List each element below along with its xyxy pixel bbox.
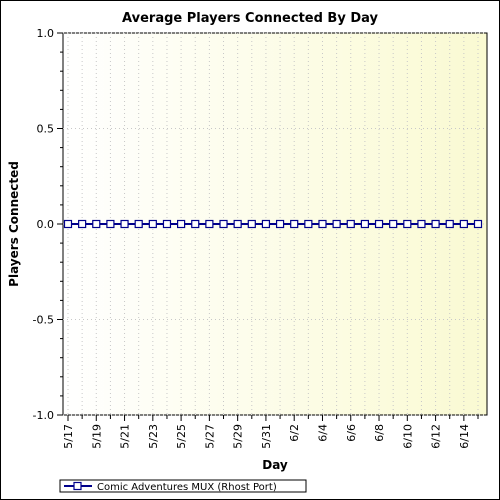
legend-box — [59, 479, 307, 493]
x-tick-label: 6/14 — [458, 424, 471, 449]
x-axis-title: Day — [262, 458, 288, 472]
chart-title: Average Players Connected By Day — [122, 11, 378, 26]
data-point — [360, 219, 369, 229]
data-point — [290, 219, 299, 229]
data-point — [417, 219, 426, 229]
x-tick-label: 5/27 — [203, 424, 216, 449]
data-point — [346, 219, 355, 229]
data-point — [233, 219, 242, 229]
data-point — [473, 219, 483, 229]
data-point — [431, 219, 440, 229]
y-tick-label: 1.0 — [37, 27, 55, 40]
x-tick-label: 5/29 — [232, 424, 245, 449]
x-tick-label: 6/8 — [373, 424, 386, 442]
data-point — [78, 219, 87, 229]
data-point — [219, 219, 228, 229]
data-point — [92, 219, 101, 229]
data-point — [459, 219, 468, 229]
legend-series-marker — [73, 481, 82, 491]
data-point — [304, 219, 313, 229]
data-point — [374, 219, 384, 229]
data-point — [261, 219, 271, 229]
data-point — [162, 219, 172, 229]
data-point — [134, 219, 143, 229]
series-layer — [63, 219, 483, 229]
x-tick-label: 5/19 — [90, 424, 103, 449]
data-point — [63, 219, 73, 229]
x-tick-label: 6/10 — [401, 424, 414, 449]
x-tick-label: 6/4 — [316, 424, 329, 442]
data-point — [318, 219, 327, 229]
x-tick-label: 5/23 — [147, 424, 160, 449]
data-point — [332, 219, 341, 229]
data-point — [148, 219, 157, 229]
data-point — [177, 219, 186, 229]
data-point — [403, 219, 412, 229]
x-tick-label: 5/17 — [62, 424, 75, 449]
x-tick-label: 5/21 — [119, 424, 132, 449]
data-point — [389, 219, 398, 229]
x-tick-label: 6/12 — [430, 424, 443, 449]
y-tick-label: 0.0 — [37, 218, 55, 231]
data-point — [106, 219, 115, 229]
y-tick-label: 0.5 — [37, 123, 55, 136]
legend: Comic Adventures MUX (Rhost Port) — [59, 479, 307, 493]
data-point — [120, 219, 129, 229]
data-point — [191, 219, 200, 229]
x-tick-label: 6/6 — [345, 424, 358, 442]
y-tick-label: -1.0 — [33, 409, 54, 422]
data-point — [275, 219, 285, 229]
y-tick-label: -0.5 — [33, 314, 54, 327]
y-axis-title: Players Connected — [7, 161, 21, 287]
x-tick-label: 5/25 — [175, 424, 188, 449]
data-point — [205, 219, 214, 229]
data-point — [445, 219, 454, 229]
x-tick-label: 5/31 — [260, 424, 273, 449]
legend-series-label: Comic Adventures MUX (Rhost Port) — [97, 482, 277, 493]
x-tick-label: 6/2 — [288, 424, 301, 442]
axis-layer: 1.0 0.5 0.0 -0.5 -1.0 5/17 5/19 5/21 5/23 5/25 5/2… — [33, 27, 479, 449]
data-point — [247, 219, 256, 229]
